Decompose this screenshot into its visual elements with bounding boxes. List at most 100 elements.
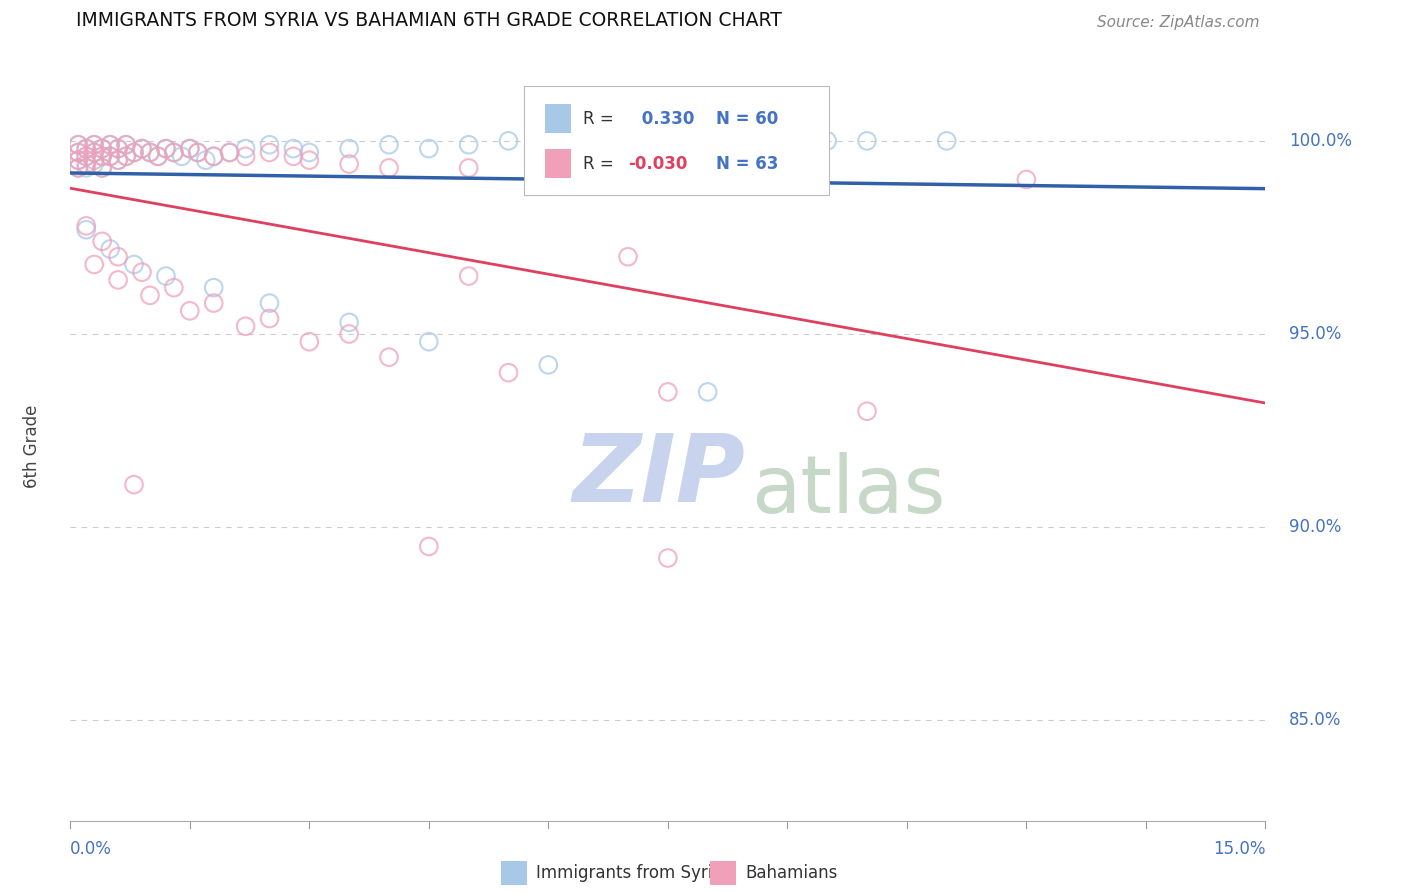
Point	[67, 145, 90, 160]
Text: 0.330: 0.330	[636, 110, 695, 128]
Point	[457, 137, 479, 152]
Point	[67, 153, 90, 168]
FancyBboxPatch shape	[544, 104, 571, 133]
Point	[91, 142, 114, 156]
Point	[67, 137, 90, 152]
Text: R =: R =	[583, 110, 614, 128]
Point	[187, 145, 209, 160]
Text: R =: R =	[583, 154, 614, 172]
Point	[98, 137, 121, 152]
Point	[537, 358, 560, 372]
Point	[67, 161, 90, 175]
Point	[337, 315, 360, 329]
Point	[170, 149, 193, 163]
Point	[259, 145, 281, 160]
Point	[298, 153, 321, 168]
Point	[98, 137, 121, 152]
Point	[115, 149, 138, 163]
Point	[617, 250, 640, 264]
Point	[75, 149, 97, 163]
Point	[122, 477, 145, 491]
Point	[283, 149, 305, 163]
Text: atlas: atlas	[751, 452, 946, 530]
Point	[378, 161, 401, 175]
Point	[122, 145, 145, 160]
Point	[83, 137, 105, 152]
Text: N = 60: N = 60	[716, 110, 778, 128]
Point	[67, 161, 90, 175]
Point	[115, 137, 138, 152]
Point	[67, 137, 90, 152]
Point	[75, 142, 97, 156]
Point	[537, 165, 560, 179]
Point	[83, 137, 105, 152]
Point	[83, 145, 105, 160]
Point	[91, 149, 114, 163]
FancyBboxPatch shape	[544, 149, 571, 178]
Point	[378, 137, 401, 152]
Text: N = 63: N = 63	[716, 154, 778, 172]
Point	[75, 161, 97, 175]
Point	[98, 149, 121, 163]
Point	[935, 134, 957, 148]
Point	[107, 153, 129, 168]
Point	[107, 142, 129, 156]
Text: IMMIGRANTS FROM SYRIA VS BAHAMIAN 6TH GRADE CORRELATION CHART: IMMIGRANTS FROM SYRIA VS BAHAMIAN 6TH GR…	[76, 11, 782, 30]
Point	[179, 303, 201, 318]
Point	[856, 404, 879, 418]
Point	[91, 149, 114, 163]
Text: -0.030: -0.030	[628, 154, 688, 172]
Point	[657, 165, 679, 179]
Point	[155, 142, 177, 156]
Point	[67, 153, 90, 168]
Point	[498, 134, 520, 148]
Point	[146, 149, 169, 163]
Point	[498, 366, 520, 380]
Point	[75, 223, 97, 237]
Point	[457, 161, 479, 175]
Point	[83, 257, 105, 271]
Point	[696, 384, 718, 399]
Point	[235, 142, 257, 156]
Point	[337, 326, 360, 341]
Point	[155, 268, 177, 283]
Point	[657, 551, 679, 566]
Text: 85.0%: 85.0%	[1289, 711, 1341, 730]
Point	[218, 145, 240, 160]
FancyBboxPatch shape	[710, 861, 735, 885]
Point	[1015, 172, 1038, 186]
Point	[139, 145, 162, 160]
Point	[737, 134, 759, 148]
Point	[418, 540, 440, 554]
Point	[283, 142, 305, 156]
Point	[91, 142, 114, 156]
Point	[83, 157, 105, 171]
Point	[298, 145, 321, 160]
Point	[139, 288, 162, 302]
Text: 15.0%: 15.0%	[1213, 840, 1265, 858]
Point	[107, 250, 129, 264]
Point	[98, 149, 121, 163]
Point	[457, 268, 479, 283]
Text: 90.0%: 90.0%	[1289, 518, 1341, 536]
Point	[537, 137, 560, 152]
Point	[298, 334, 321, 349]
Point	[75, 157, 97, 171]
FancyBboxPatch shape	[501, 861, 527, 885]
Point	[83, 145, 105, 160]
Point	[91, 161, 114, 175]
Point	[122, 145, 145, 160]
Text: ZIP: ZIP	[572, 430, 745, 522]
FancyBboxPatch shape	[524, 87, 830, 195]
Point	[131, 142, 153, 156]
Point	[657, 384, 679, 399]
Point	[776, 169, 799, 183]
Point	[194, 153, 217, 168]
Point	[83, 153, 105, 168]
Point	[75, 142, 97, 156]
Point	[75, 149, 97, 163]
Point	[67, 145, 90, 160]
Point	[146, 149, 169, 163]
Point	[202, 280, 225, 294]
Text: 95.0%: 95.0%	[1289, 325, 1341, 343]
